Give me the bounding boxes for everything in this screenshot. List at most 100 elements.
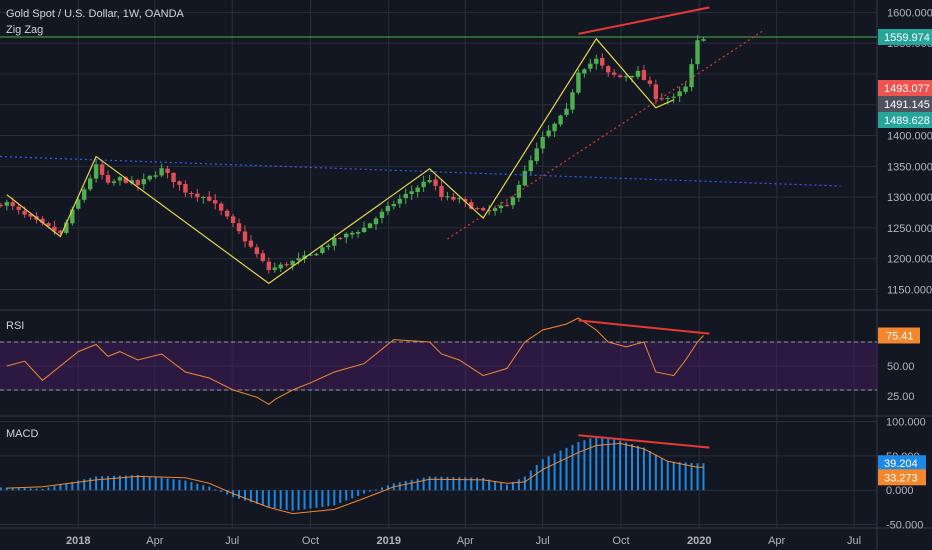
candle-body[interactable] bbox=[308, 254, 313, 256]
candle-body[interactable] bbox=[46, 223, 51, 227]
candle-body[interactable] bbox=[218, 203, 224, 211]
candle-body[interactable] bbox=[600, 57, 605, 66]
candle-body[interactable] bbox=[254, 247, 260, 255]
candle-body[interactable] bbox=[629, 75, 635, 78]
symbol-title[interactable]: Gold Spot / U.S. Dollar, 1W, OANDA bbox=[6, 8, 184, 20]
candle-body[interactable] bbox=[463, 198, 468, 202]
candle-body[interactable] bbox=[111, 181, 117, 183]
candle-body[interactable] bbox=[22, 210, 27, 215]
candle-body[interactable] bbox=[564, 108, 569, 115]
candle-body[interactable] bbox=[278, 264, 283, 269]
candle-body[interactable] bbox=[171, 172, 176, 183]
candle-body[interactable] bbox=[332, 237, 337, 246]
candle-body[interactable] bbox=[677, 91, 682, 97]
candle-body[interactable] bbox=[117, 177, 123, 181]
candle-body[interactable] bbox=[195, 193, 200, 198]
rsi-legend[interactable]: RSI bbox=[6, 320, 28, 332]
candle-body[interactable] bbox=[540, 137, 545, 149]
macd-legend[interactable]: MACD bbox=[6, 428, 42, 440]
candle-body[interactable] bbox=[623, 76, 629, 78]
candle-body[interactable] bbox=[230, 216, 236, 223]
candle-body[interactable] bbox=[635, 70, 641, 77]
candle-body[interactable] bbox=[344, 233, 349, 238]
candle-body[interactable] bbox=[93, 164, 99, 179]
candle-body[interactable] bbox=[671, 96, 676, 98]
candle-body[interactable] bbox=[403, 193, 408, 199]
candle-body[interactable] bbox=[570, 92, 575, 110]
candle-body[interactable] bbox=[457, 198, 462, 200]
candle-body[interactable] bbox=[641, 70, 647, 80]
candle-body[interactable] bbox=[248, 240, 254, 247]
macd-pane[interactable] bbox=[0, 434, 710, 515]
candle-body[interactable] bbox=[52, 226, 57, 232]
candle-body[interactable] bbox=[159, 168, 164, 176]
candle-body[interactable] bbox=[534, 148, 539, 161]
candle-body[interactable] bbox=[296, 258, 301, 261]
candle-body[interactable] bbox=[391, 204, 397, 207]
macd-signal-line[interactable] bbox=[6, 442, 704, 515]
candle-body[interactable] bbox=[373, 218, 379, 225]
candle-body[interactable] bbox=[70, 209, 75, 224]
candle-body[interactable] bbox=[683, 86, 688, 92]
rsi-pane[interactable] bbox=[0, 317, 877, 406]
candle-body[interactable] bbox=[558, 115, 563, 125]
candle-body[interactable] bbox=[266, 261, 271, 271]
candle-body[interactable] bbox=[588, 63, 593, 69]
candle-body[interactable] bbox=[617, 75, 623, 78]
candle-body[interactable] bbox=[99, 164, 105, 175]
zigzag-label[interactable]: Zig Zag bbox=[6, 24, 44, 36]
candle-body[interactable] bbox=[349, 232, 355, 235]
candle-body[interactable] bbox=[129, 180, 135, 184]
candle-body[interactable] bbox=[123, 177, 129, 183]
candle-body[interactable] bbox=[492, 208, 498, 212]
candle-body[interactable] bbox=[480, 208, 486, 211]
price-pane[interactable] bbox=[0, 6, 877, 285]
candle-body[interactable] bbox=[76, 199, 81, 209]
candle-body[interactable] bbox=[320, 247, 325, 254]
candle-body[interactable] bbox=[510, 197, 516, 206]
candle-body[interactable] bbox=[445, 196, 450, 198]
trendline[interactable] bbox=[578, 6, 710, 35]
candle-body[interactable] bbox=[385, 205, 391, 212]
candle-body[interactable] bbox=[147, 175, 152, 180]
candle-body[interactable] bbox=[165, 168, 170, 173]
candle-body[interactable] bbox=[397, 198, 402, 204]
candle-body[interactable] bbox=[58, 230, 63, 233]
candle-body[interactable] bbox=[272, 267, 277, 271]
macd-label[interactable]: MACD bbox=[6, 428, 39, 440]
candle-body[interactable] bbox=[522, 170, 528, 186]
candle-body[interactable] bbox=[498, 205, 504, 209]
candle-body[interactable] bbox=[284, 264, 289, 266]
candle-body[interactable] bbox=[224, 210, 230, 217]
zigzag-line[interactable] bbox=[6, 37, 674, 285]
candle-body[interactable] bbox=[647, 80, 653, 84]
price-axis[interactable]: 1600.0001550.0001450.0001400.0001350.000… bbox=[878, 7, 932, 532]
candle-body[interactable] bbox=[87, 178, 93, 190]
candle-body[interactable] bbox=[314, 253, 319, 256]
rsi-label[interactable]: RSI bbox=[6, 320, 25, 332]
candle-body[interactable] bbox=[528, 160, 533, 172]
candle-body[interactable] bbox=[290, 261, 295, 266]
candle-body[interactable] bbox=[665, 98, 670, 100]
candle-body[interactable] bbox=[355, 232, 361, 234]
candle-body[interactable] bbox=[153, 175, 158, 177]
candle-body[interactable] bbox=[361, 227, 367, 233]
candle-body[interactable] bbox=[409, 191, 414, 194]
candle-body[interactable] bbox=[141, 179, 146, 185]
candle-body[interactable] bbox=[689, 64, 694, 88]
candle-body[interactable] bbox=[576, 72, 581, 93]
candle-body[interactable] bbox=[552, 123, 557, 132]
candle-body[interactable] bbox=[659, 98, 664, 100]
candle-body[interactable] bbox=[64, 222, 69, 233]
candle-body[interactable] bbox=[546, 130, 551, 137]
candle-body[interactable] bbox=[40, 218, 45, 223]
candle-body[interactable] bbox=[183, 184, 188, 193]
candle-body[interactable] bbox=[451, 196, 456, 200]
candle-body[interactable] bbox=[260, 253, 266, 261]
candle-body[interactable] bbox=[582, 69, 587, 74]
candle-body[interactable] bbox=[236, 223, 242, 232]
trendline[interactable] bbox=[0, 155, 841, 187]
candle-body[interactable] bbox=[611, 72, 617, 75]
